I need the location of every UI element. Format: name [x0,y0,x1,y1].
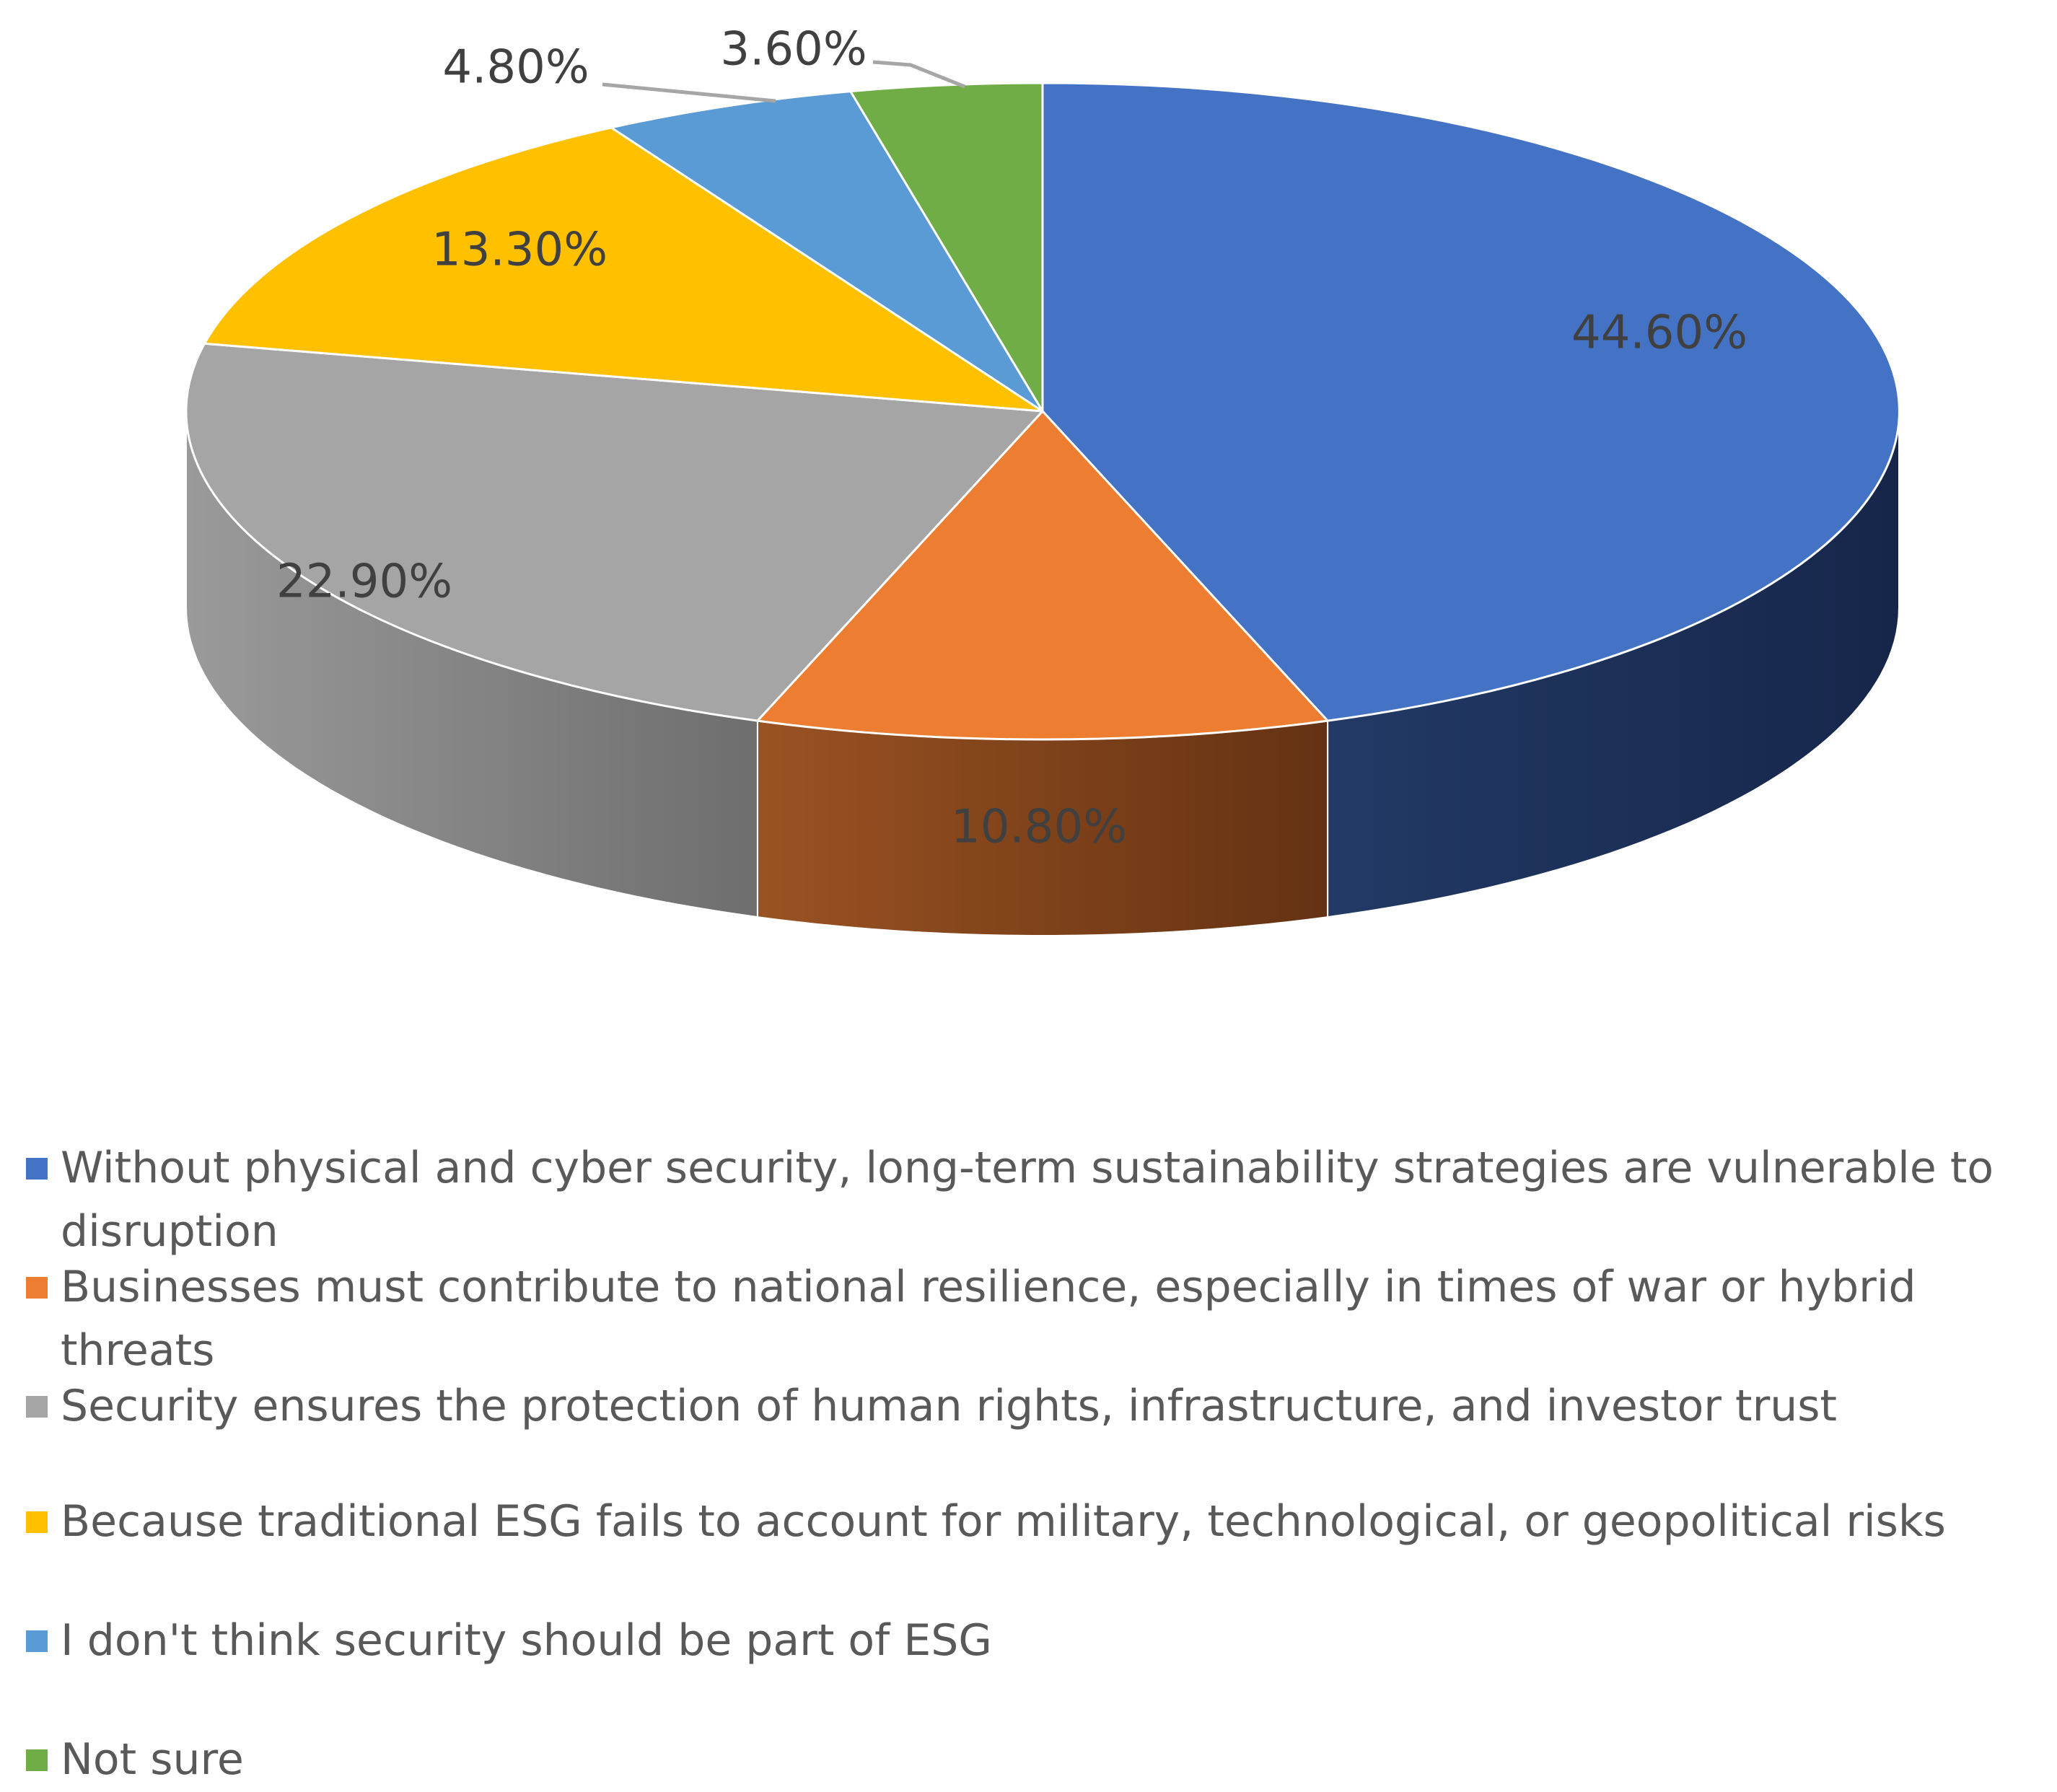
pie-slice-human-rights [185,342,1044,722]
legend-swatch-without-security [26,1158,48,1180]
legend-label-not-part-of-esg: I don't think security should be part of… [61,1615,992,1666]
leader-line-not-part-of-esg [602,82,776,103]
legend-item-traditional-esg: Because traditional ESG fails to account… [26,1490,1946,1553]
legend-label-not-sure: Not sure [61,1734,244,1785]
legend-item-without-security: Without physical and cyber security, lon… [26,1136,2039,1263]
data-label-human-rights: 22.90% [276,555,452,609]
data-label-national-resilience: 10.80% [951,801,1127,854]
legend-label-human-rights: Security ensures the protection of human… [61,1381,1838,1431]
pie-slice-not-part-of-esg [610,90,1044,413]
legend-item-not-part-of-esg: I don't think security should be part of… [26,1609,992,1672]
pie-slice-national-resilience [756,410,1329,741]
label-leaders [602,60,965,103]
data-label-not-sure: 3.60% [720,23,867,76]
data-label-traditional-esg: 13.30% [431,224,608,277]
slice-labels: 44.60% 10.80% 22.90% 13.30% 4.80% 3.60% [276,23,1747,854]
pie-tops [185,82,1900,741]
legend-item-not-sure: Not sure [26,1728,244,1791]
legend-item-human-rights: Security ensures the protection of human… [26,1374,1837,1438]
pie-slice-without-security [1041,82,1900,722]
legend-item-national-resilience: Businesses must contribute to national r… [26,1255,2039,1382]
pie-chart: 44.60% 10.80% 22.90% 13.30% 4.80% 3.60% [185,23,1900,936]
legend-label-national-resilience: Businesses must contribute to national r… [61,1262,1916,1376]
data-label-not-part-of-esg: 4.80% [442,41,589,95]
legend-label-without-security: Without physical and cyber security, lon… [61,1143,1994,1257]
legend-swatch-not-sure [26,1749,48,1771]
data-label-without-security: 44.60% [1571,307,1747,360]
legend-swatch-not-part-of-esg [26,1630,48,1652]
leader-line-not-sure [872,60,965,89]
legend-label-traditional-esg: Because traditional ESG fails to account… [61,1496,1946,1547]
legend-swatch-human-rights [26,1396,48,1418]
legend-swatch-traditional-esg [26,1511,48,1533]
pie-slice-traditional-esg [203,126,1044,413]
pie-slice-not-sure [849,82,1044,413]
legend-swatch-national-resilience [26,1277,48,1299]
